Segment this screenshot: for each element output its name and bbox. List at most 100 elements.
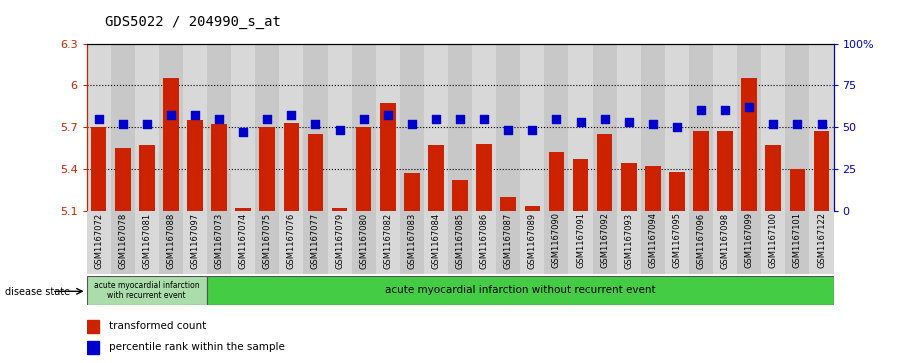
Bar — [163, 78, 179, 211]
Bar — [640, 44, 665, 211]
Bar — [135, 44, 159, 211]
Bar — [790, 169, 805, 211]
Text: GSM1167075: GSM1167075 — [262, 212, 271, 269]
Bar — [303, 211, 328, 274]
Bar — [472, 44, 496, 211]
Bar — [476, 144, 492, 211]
Text: GSM1167084: GSM1167084 — [432, 212, 440, 269]
Point — [333, 127, 347, 133]
Point — [621, 119, 636, 125]
Point — [766, 121, 781, 127]
Text: GSM1167073: GSM1167073 — [215, 212, 223, 269]
Bar — [207, 211, 231, 274]
Bar — [785, 211, 810, 274]
Bar — [496, 211, 520, 274]
Bar — [159, 211, 183, 274]
Bar — [352, 211, 375, 274]
Text: GSM1167096: GSM1167096 — [697, 212, 705, 269]
Text: GSM1167091: GSM1167091 — [576, 212, 585, 269]
Bar — [545, 211, 568, 274]
Bar — [183, 44, 207, 211]
Bar — [713, 211, 737, 274]
Bar — [448, 44, 472, 211]
Bar — [356, 127, 372, 211]
Point — [211, 116, 226, 122]
Bar — [810, 44, 834, 211]
Point — [404, 121, 419, 127]
Text: GSM1167088: GSM1167088 — [167, 212, 176, 269]
Text: GSM1167093: GSM1167093 — [624, 212, 633, 269]
Point — [525, 127, 539, 133]
Bar — [380, 103, 395, 211]
Bar — [597, 134, 612, 211]
Point — [814, 121, 829, 127]
Point — [646, 121, 660, 127]
Bar — [87, 44, 110, 211]
Point — [381, 113, 395, 118]
Bar — [187, 120, 203, 211]
Bar — [592, 211, 617, 274]
Bar — [231, 211, 255, 274]
Bar — [139, 145, 155, 211]
Bar — [332, 208, 347, 211]
Text: GSM1167072: GSM1167072 — [94, 212, 103, 269]
Bar — [762, 44, 785, 211]
Point — [164, 113, 179, 118]
Text: GSM1167086: GSM1167086 — [480, 212, 488, 269]
Text: GSM1167092: GSM1167092 — [600, 212, 609, 269]
Text: acute myocardial infarction
with recurrent event: acute myocardial infarction with recurre… — [94, 281, 200, 300]
Text: GSM1167078: GSM1167078 — [118, 212, 128, 269]
Bar — [500, 197, 517, 211]
Bar — [110, 44, 135, 211]
Bar — [717, 131, 733, 211]
Text: GSM1167082: GSM1167082 — [384, 212, 393, 269]
Point — [790, 121, 804, 127]
Bar — [665, 211, 689, 274]
Bar — [689, 44, 713, 211]
Bar — [424, 211, 448, 274]
Point — [573, 119, 588, 125]
Bar — [592, 44, 617, 211]
Bar — [520, 211, 545, 274]
Bar — [669, 172, 685, 211]
Bar — [404, 173, 420, 211]
Bar — [352, 44, 375, 211]
Bar — [762, 211, 785, 274]
Text: GSM1167076: GSM1167076 — [287, 212, 296, 269]
Bar — [303, 44, 328, 211]
Bar — [115, 148, 130, 211]
Bar — [375, 211, 400, 274]
Text: GSM1167085: GSM1167085 — [456, 212, 465, 269]
Point — [694, 107, 709, 113]
Bar — [207, 44, 231, 211]
Text: GSM1167077: GSM1167077 — [311, 212, 320, 269]
Bar — [400, 211, 424, 274]
Bar — [255, 211, 280, 274]
Point — [598, 116, 612, 122]
Point — [91, 116, 106, 122]
Text: disease state: disease state — [5, 287, 69, 297]
Text: GSM1167100: GSM1167100 — [769, 212, 778, 269]
Bar — [207, 276, 834, 305]
Point — [139, 121, 154, 127]
Text: GSM1167081: GSM1167081 — [142, 212, 151, 269]
Bar — [689, 211, 713, 274]
Point — [501, 127, 516, 133]
Point — [284, 113, 299, 118]
Bar — [737, 44, 762, 211]
Bar — [568, 44, 592, 211]
Bar — [328, 211, 352, 274]
Point — [308, 121, 322, 127]
Bar — [525, 206, 540, 211]
Bar — [87, 276, 207, 305]
Bar — [280, 44, 303, 211]
Bar — [472, 211, 496, 274]
Bar — [135, 211, 159, 274]
Bar — [713, 44, 737, 211]
Text: GSM1167094: GSM1167094 — [649, 212, 658, 269]
Bar — [260, 127, 275, 211]
Bar — [810, 211, 834, 274]
Bar — [785, 44, 810, 211]
Point — [188, 113, 202, 118]
Bar — [424, 44, 448, 211]
